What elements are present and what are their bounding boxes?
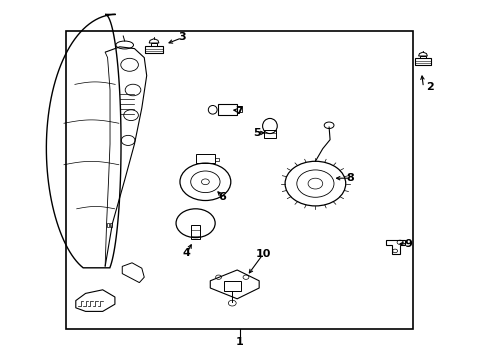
Text: 7: 7 <box>234 105 242 116</box>
Text: 10: 10 <box>255 249 270 259</box>
Bar <box>264 130 275 138</box>
Bar <box>237 107 242 112</box>
Bar <box>109 223 112 227</box>
Bar <box>151 43 157 46</box>
Text: 4: 4 <box>183 248 190 258</box>
Bar <box>420 56 425 58</box>
Text: 3: 3 <box>178 32 185 42</box>
Text: 8: 8 <box>346 173 354 183</box>
Bar <box>214 158 218 161</box>
Text: 2: 2 <box>426 82 433 93</box>
Text: 6: 6 <box>218 192 226 202</box>
Text: 9: 9 <box>404 239 411 249</box>
Bar <box>190 225 200 239</box>
Text: 1: 1 <box>235 337 243 347</box>
Bar <box>66 31 412 329</box>
Text: 5: 5 <box>252 128 260 138</box>
Bar <box>106 223 109 227</box>
